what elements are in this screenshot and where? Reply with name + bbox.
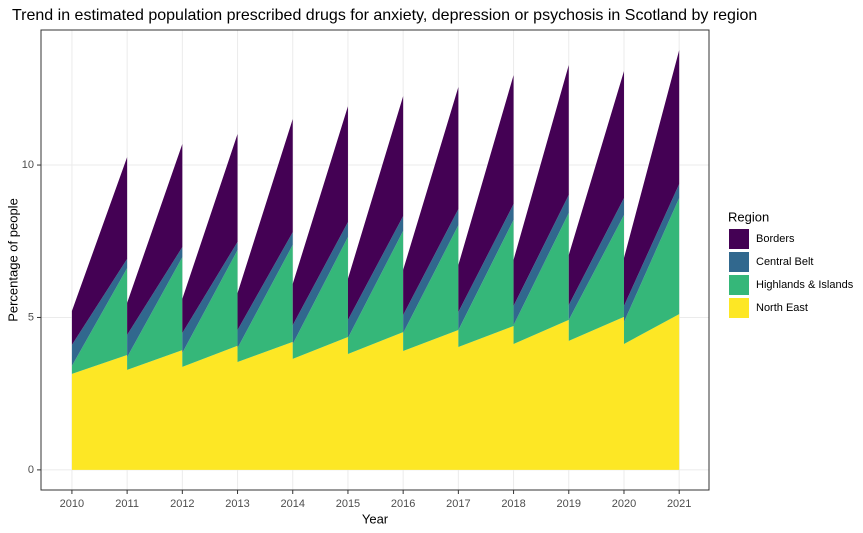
x-tick-label: 2010 [60,498,84,510]
legend-label: Highlands & Islands [756,279,854,291]
x-axis-title: Year [362,511,389,526]
legend-label: Borders [756,233,795,245]
legend-key [729,252,749,272]
legend-key [729,275,749,295]
y-tick-label: 5 [28,311,34,323]
legend-label: Central Belt [756,256,813,268]
area [71,197,680,374]
x-tick-label: 2014 [280,498,304,510]
legend-key [729,298,749,318]
x-tick-label: 2011 [115,498,139,510]
x-tick-label: 2021 [667,498,691,510]
area [71,183,680,366]
x-tick-label: 2018 [501,498,525,510]
x-tick-label: 2016 [391,498,415,510]
legend-key [729,229,749,249]
area [71,50,680,345]
x-tick-label: 2017 [446,498,470,510]
x-tick-label: 2012 [170,498,194,510]
area [71,314,680,470]
y-tick-label: 10 [22,159,34,171]
x-tick-label: 2013 [225,498,249,510]
chart-title: Trend in estimated population prescribed… [12,7,757,24]
y-axis-title: Percentage of people [5,198,20,322]
legend-label: North East [756,302,808,314]
x-tick-label: 2020 [612,498,636,510]
legend-title: Region [728,209,769,224]
x-tick-label: 2015 [336,498,360,510]
plot-border [40,29,710,491]
x-tick-label: 2019 [557,498,581,510]
y-tick-label: 0 [28,464,34,476]
